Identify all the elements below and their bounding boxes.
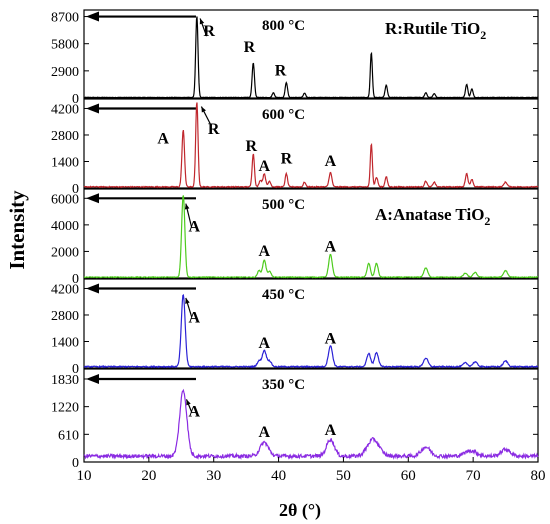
peak-annotation: A <box>325 153 337 170</box>
y-tick-label: 6000 <box>51 192 79 207</box>
x-tick-label: 80 <box>531 468 546 484</box>
axis-arrow-head <box>86 283 99 294</box>
y-tick-label: 0 <box>72 92 79 107</box>
pointer-arrow-head <box>184 203 190 210</box>
y-tick-label: 0 <box>72 362 79 377</box>
peak-annotation: A <box>259 424 271 441</box>
legend-rutile: R:Rutile TiO2 <box>385 19 486 42</box>
panel-frame <box>83 278 539 369</box>
peak-annotation: R <box>275 63 287 80</box>
peak-annotation: A <box>188 404 200 421</box>
peak-annotation: A <box>325 422 337 439</box>
legend-anatase: A:Anatase TiO2 <box>375 205 490 228</box>
x-tick-label: 10 <box>77 468 92 484</box>
panel-frame <box>83 98 539 189</box>
pointer-arrow-head <box>185 297 190 304</box>
xrd-pattern-line <box>83 102 539 189</box>
y-tick-label: 2800 <box>51 129 79 144</box>
x-tick-label: 50 <box>336 468 351 484</box>
peak-annotation: A <box>259 243 271 260</box>
axis-arrow-head <box>86 103 99 114</box>
y-tick-label: 0 <box>72 456 79 471</box>
axis-arrow-head <box>86 11 99 22</box>
xrd-pattern-line <box>83 388 539 461</box>
x-axis-ticks: 10 20 30 40 50 60 70 80 <box>77 457 546 484</box>
peak-annotation: A <box>259 335 271 352</box>
series-label: 600 °C <box>262 107 305 123</box>
x-tick-label: 20 <box>141 468 156 484</box>
series-label: 350 °C <box>262 377 305 393</box>
y-tick-label: 610 <box>58 428 79 443</box>
peak-annotation: R <box>246 138 258 155</box>
series-label: 800 °C <box>262 18 305 34</box>
pointer-arrow-head <box>186 399 191 406</box>
axis-arrow-head <box>86 373 99 384</box>
y-tick-label: 1220 <box>51 401 79 416</box>
panel-2: 0 2000 4000 6000 500 °C A A A <box>51 188 539 287</box>
y-axis-label: Intensity <box>5 190 29 270</box>
x-tick-label: 30 <box>206 468 221 484</box>
peak-annotation: A <box>188 219 200 236</box>
y-tick-label: 5800 <box>51 38 79 53</box>
panels: 0 2900 5800 8700 800 °C R R R 0 1400 2800 4200 600 °… <box>51 9 539 471</box>
panel-4: 0 610 1220 1830 350 °C A A A <box>51 368 539 471</box>
series-label: 450 °C <box>262 287 305 303</box>
panel-frame <box>83 188 539 279</box>
y-tick-label: 8700 <box>51 11 79 26</box>
y-tick-label: 1830 <box>51 373 79 388</box>
x-tick-label: 60 <box>401 468 416 484</box>
xrd-pattern-line <box>83 16 539 99</box>
series-label: 500 °C <box>262 197 305 213</box>
axis-arrow-head <box>86 193 99 204</box>
y-tick-label: 4200 <box>51 102 79 117</box>
y-tick-label: 0 <box>72 272 79 287</box>
panel-3: 0 1400 2800 4200 450 °C A A A <box>51 278 539 377</box>
peak-annotation: R <box>244 39 256 56</box>
y-tick-label: 1400 <box>51 155 79 170</box>
x-tick-label: 70 <box>466 468 481 484</box>
peak-annotation: A <box>325 330 337 347</box>
x-tick-label: 40 <box>271 468 286 484</box>
y-tick-label: 4000 <box>51 219 79 234</box>
peak-annotation: A <box>325 238 337 255</box>
y-tick-label: 0 <box>72 182 79 197</box>
pointer-arrow-head <box>199 18 205 25</box>
peak-annotation: A <box>157 131 169 148</box>
xrd-pattern-line <box>83 195 539 279</box>
y-tick-label: 2000 <box>51 245 79 260</box>
peak-annotation: A <box>188 310 200 327</box>
y-tick-label: 1400 <box>51 335 79 350</box>
x-axis-label: 2θ (°) <box>279 500 321 521</box>
y-tick-label: 2800 <box>51 309 79 324</box>
pointer-arrow-head <box>201 106 206 113</box>
peak-annotation: A <box>259 158 271 175</box>
peak-annotation: R <box>281 150 293 167</box>
xrd-pattern-line <box>83 293 539 369</box>
y-tick-label: 2900 <box>51 65 79 80</box>
panel-frame <box>83 368 539 463</box>
y-tick-label: 4200 <box>51 282 79 297</box>
